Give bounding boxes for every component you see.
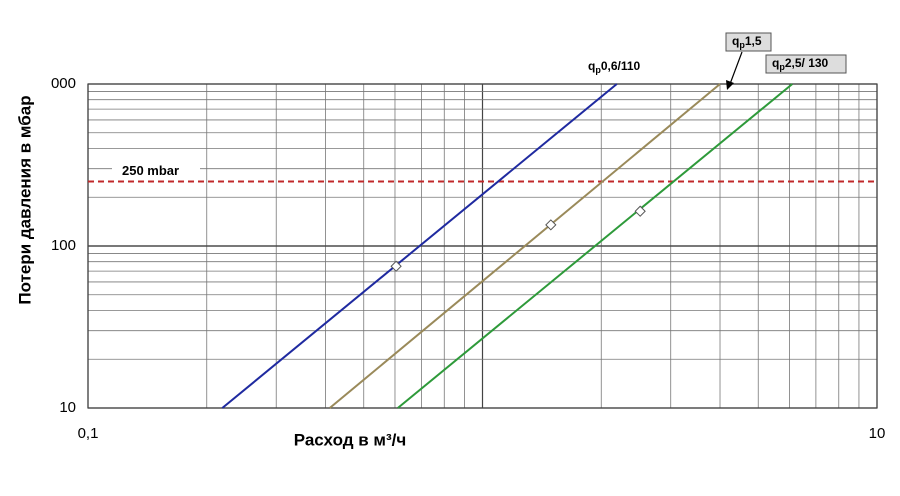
label-box [725,32,772,52]
label-rest: 1,5 [745,34,762,48]
y-tick-label: 100 [51,237,76,254]
point-marker [545,219,557,231]
x-axis-title: Расход в м³/ч [294,430,407,449]
label-sub: p [595,65,601,75]
label-sub: p [779,62,785,72]
label-q: q [588,59,595,73]
label-rest: 0,6/110 [601,59,641,73]
series-line [329,83,721,409]
series-line [221,83,618,409]
reference-label: 250 mbar [122,163,179,178]
series-line [397,83,793,409]
x-tick-label: 0,1 [78,425,99,442]
arrow-head [726,80,734,90]
arrow [729,51,743,85]
series-label: qp1,5 [732,34,762,50]
label-q: q [772,56,779,70]
label-box [765,54,847,74]
series-label: qp0,6/110 [588,59,641,75]
point-marker [390,260,402,272]
y-tick-label: 10 [59,399,76,416]
y-axis-title: Потери давления в мбар [15,95,34,304]
x-tick-label: 10 [869,425,886,442]
reference-label-bg [112,162,200,179]
label-rest: 2,5/ 130 [785,56,829,70]
y-tick-label: 000 [51,75,76,92]
label-q: q [732,34,739,48]
point-marker [634,205,646,217]
label-sub: p [739,40,745,50]
series-label: qp2,5/ 130 [772,56,829,72]
